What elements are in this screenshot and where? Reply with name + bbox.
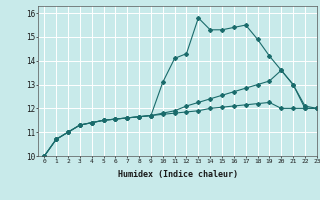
X-axis label: Humidex (Indice chaleur): Humidex (Indice chaleur) <box>118 170 238 179</box>
